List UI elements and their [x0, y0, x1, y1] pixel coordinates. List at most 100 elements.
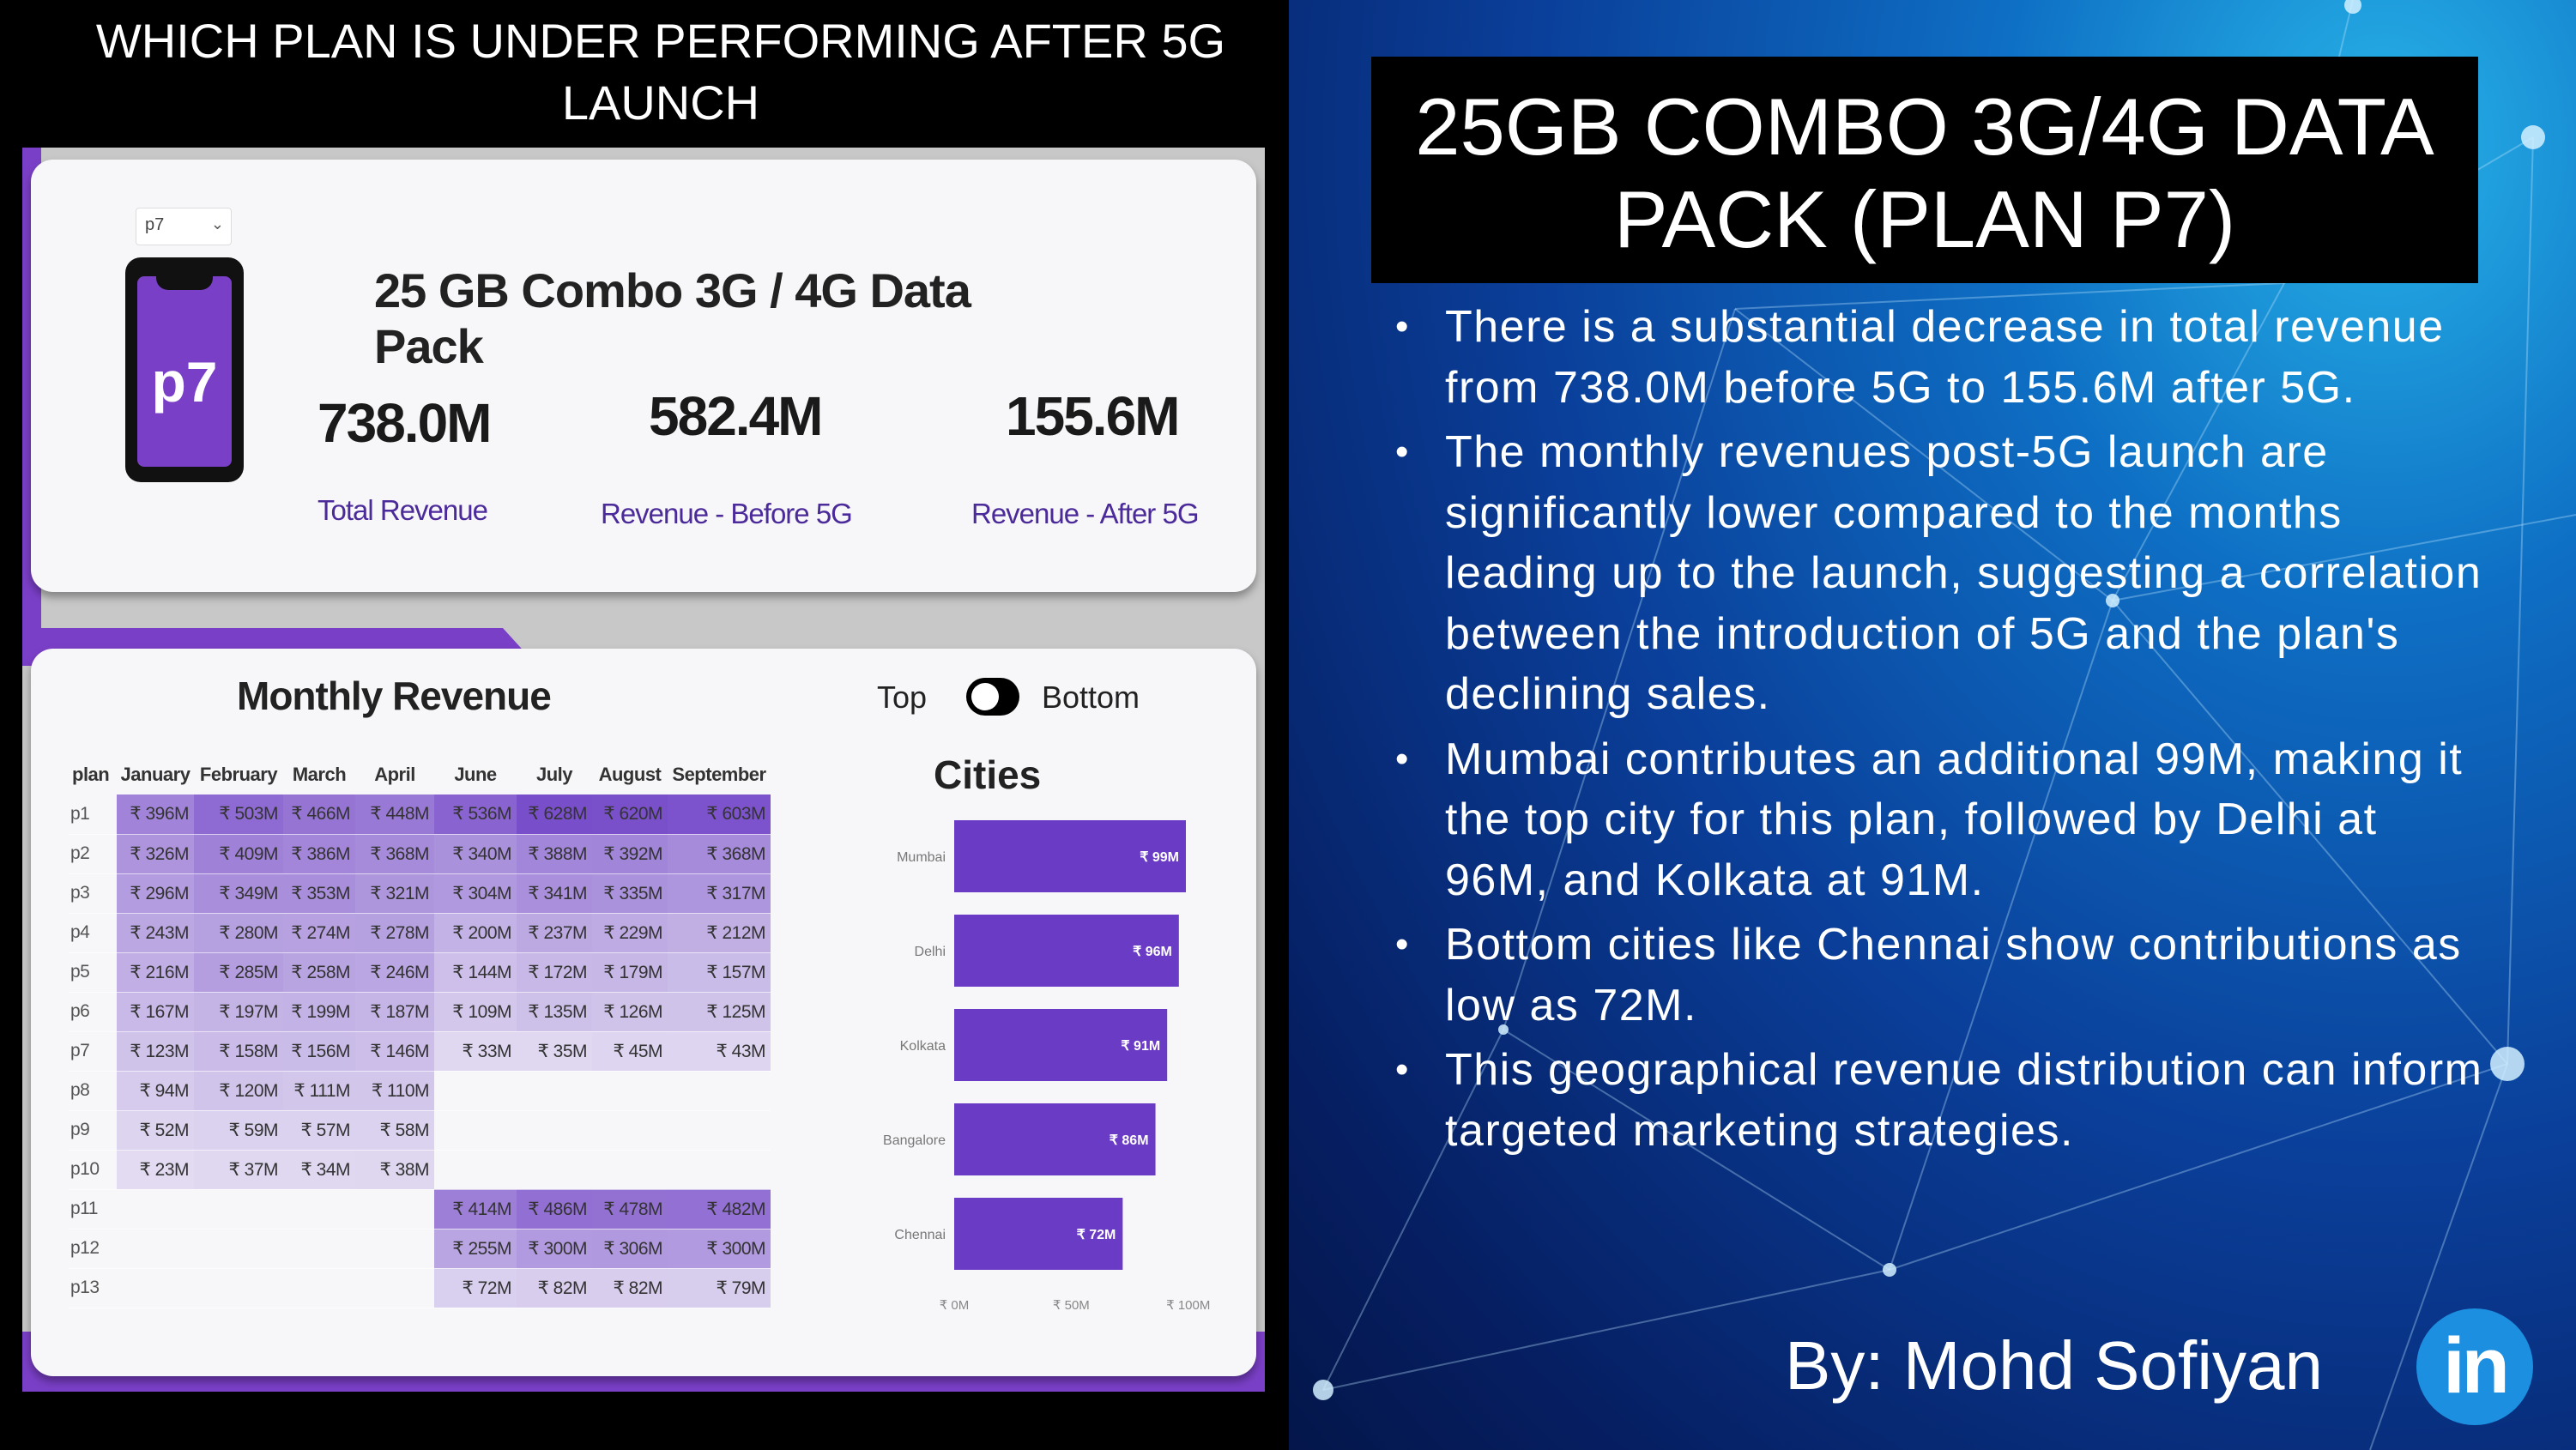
revenue-cell [355, 1189, 434, 1229]
revenue-cell [117, 1229, 194, 1269]
revenue-cell: ₹ 353M [283, 873, 355, 914]
column-header[interactable]: February [199, 764, 278, 785]
column-header[interactable]: July [535, 764, 573, 785]
revenue-cell [283, 1268, 355, 1308]
revenue-cell: ₹ 229M [592, 913, 668, 953]
revenue-cell: ₹ 603M [668, 794, 771, 835]
revenue-cell [434, 1110, 517, 1151]
revenue-cell: ₹ 340M [434, 834, 517, 874]
column-header[interactable]: January [120, 764, 190, 785]
revenue-cell: ₹ 125M [668, 992, 771, 1032]
revenue-cell: ₹ 200M [434, 913, 517, 953]
revenue-cell: ₹ 255M [434, 1229, 517, 1269]
revenue-cell: ₹ 258M [283, 952, 355, 993]
revenue-cell: ₹ 94M [117, 1071, 194, 1111]
revenue-cell: ₹ 58M [355, 1110, 434, 1151]
revenue-cell: ₹ 386M [283, 834, 355, 874]
revenue-cell: ₹ 628M [517, 794, 592, 835]
top-bottom-toggle[interactable] [966, 678, 1019, 716]
revenue-cell: ₹ 167M [117, 992, 194, 1032]
revenue-cell: ₹ 341M [517, 873, 592, 914]
monthly-revenue-title: Monthly Revenue [237, 674, 552, 718]
linkedin-icon[interactable]: in [2416, 1308, 2533, 1425]
column-header[interactable]: August [598, 764, 662, 785]
revenue-cell: ₹ 120M [194, 1071, 283, 1111]
city-bar[interactable] [954, 1198, 1123, 1270]
revenue-cell [283, 1189, 355, 1229]
city-bar-data-label: ₹ 86M [1110, 1133, 1149, 1148]
city-label: Chennai [894, 1228, 946, 1242]
cities-title: Cities [934, 752, 1042, 797]
city-label: Delhi [915, 945, 946, 959]
table-body: p1 ₹ 396M ₹ 503M ₹ 466M ₹ 448M ₹ 536M ₹ 628M ₹ … [69, 794, 771, 1308]
revenue-cell: ₹ 158M [194, 1031, 283, 1072]
x-tick-label: ₹ 0M [940, 1298, 970, 1313]
revenue-cell [434, 1150, 517, 1190]
revenue-cell: ₹ 478M [592, 1189, 668, 1229]
column-header[interactable]: September [672, 764, 766, 785]
revenue-cell: ₹ 306M [592, 1229, 668, 1269]
revenue-cell: ₹ 157M [668, 952, 771, 993]
revenue-cell: ₹ 536M [434, 794, 517, 835]
revenue-cell: ₹ 123M [117, 1031, 194, 1072]
revenue-cell: ₹ 396M [117, 794, 194, 835]
revenue-cell: ₹ 110M [355, 1071, 434, 1111]
headline: 25GB COMBO 3G/4G DATA PACK (PLAN P7) [1415, 82, 2434, 264]
revenue-cell: ₹ 317M [668, 873, 771, 914]
city-bar[interactable] [954, 1009, 1168, 1081]
phone-icon: p7 [125, 257, 244, 482]
revenue-cell: ₹ 300M [517, 1229, 592, 1269]
revenue-cell [283, 1229, 355, 1269]
plan-select[interactable]: p7 ⌄ [136, 208, 232, 245]
column-header[interactable]: June [454, 764, 497, 785]
revenue-cell: ₹ 216M [117, 952, 194, 993]
table-row: p9 ₹ 52M ₹ 59M ₹ 57M ₹ 58M [69, 1110, 771, 1151]
bullet-item: Mumbai contributes an additional 99M, ma… [1388, 729, 2495, 911]
revenue-cell: ₹ 274M [283, 913, 355, 953]
cities-bar-chart: Mumbai ₹ 99M Delhi ₹ 96M Kolkata ₹ 91M Bangalo… [883, 820, 1210, 1313]
table-row: p1 ₹ 396M ₹ 503M ₹ 466M ₹ 448M ₹ 536M ₹ 628M ₹ … [69, 794, 771, 835]
right-panel: 25GB COMBO 3G/4G DATA PACK (PLAN P7) The… [1289, 0, 2576, 1450]
city-bar-data-label: ₹ 91M [1121, 1039, 1160, 1054]
city-bar[interactable] [954, 1103, 1156, 1175]
column-header[interactable]: plan [72, 764, 110, 785]
revenue-cell: ₹ 199M [283, 992, 355, 1032]
revenue-cell: ₹ 414M [434, 1189, 517, 1229]
kpi-after-5g-label: Revenue - After 5G [971, 498, 1199, 529]
chevron-down-icon: ⌄ [210, 215, 224, 233]
revenue-cell: ₹ 45M [592, 1031, 668, 1072]
toggle-top-label: Top [877, 680, 928, 715]
revenue-cell: ₹ 126M [592, 992, 668, 1032]
revenue-cell [117, 1189, 194, 1229]
revenue-cell: ₹ 326M [117, 834, 194, 874]
revenue-cell: ₹ 35M [517, 1031, 592, 1072]
plan-cell: p7 [69, 1031, 117, 1072]
revenue-cell: ₹ 409M [194, 834, 283, 874]
table-row: p10 ₹ 23M ₹ 37M ₹ 34M ₹ 38M [69, 1150, 771, 1190]
city-label: Bangalore [883, 1133, 946, 1148]
revenue-cell: ₹ 144M [434, 952, 517, 993]
revenue-cell: ₹ 156M [283, 1031, 355, 1072]
city-bar[interactable] [954, 820, 1186, 892]
column-header[interactable]: April [374, 764, 415, 785]
table-row: p4 ₹ 243M ₹ 280M ₹ 274M ₹ 278M ₹ 200M ₹ 237M ₹ … [69, 913, 771, 953]
revenue-cell [668, 1071, 771, 1111]
kpi-plan-title: 25 GB Combo 3G / 4G Data Pack [374, 263, 971, 373]
revenue-cell: ₹ 486M [517, 1189, 592, 1229]
city-label: Kolkata [900, 1039, 946, 1054]
column-header[interactable]: March [292, 764, 347, 785]
revenue-cell: ₹ 392M [592, 834, 668, 874]
monthly-revenue-table: plan January February March April June July Aug… [69, 755, 771, 1308]
revenue-cell: ₹ 179M [592, 952, 668, 993]
table-row: p2 ₹ 326M ₹ 409M ₹ 386M ₹ 368M ₹ 340M ₹ 388M ₹ … [69, 834, 771, 874]
kpi-before-5g-value: 582.4M [649, 385, 823, 447]
revenue-cell: ₹ 503M [194, 794, 283, 835]
plan-cell: p3 [69, 873, 117, 914]
revenue-cell: ₹ 82M [517, 1268, 592, 1308]
city-bar[interactable] [954, 915, 1179, 987]
revenue-cell: ₹ 172M [517, 952, 592, 993]
revenue-cell: ₹ 237M [517, 913, 592, 953]
plan-select-value: p7 [145, 215, 165, 234]
left-panel: WHICH PLAN IS UNDER PERFORMING AFTER 5G … [22, 14, 1265, 1392]
revenue-cell: ₹ 388M [517, 834, 592, 874]
